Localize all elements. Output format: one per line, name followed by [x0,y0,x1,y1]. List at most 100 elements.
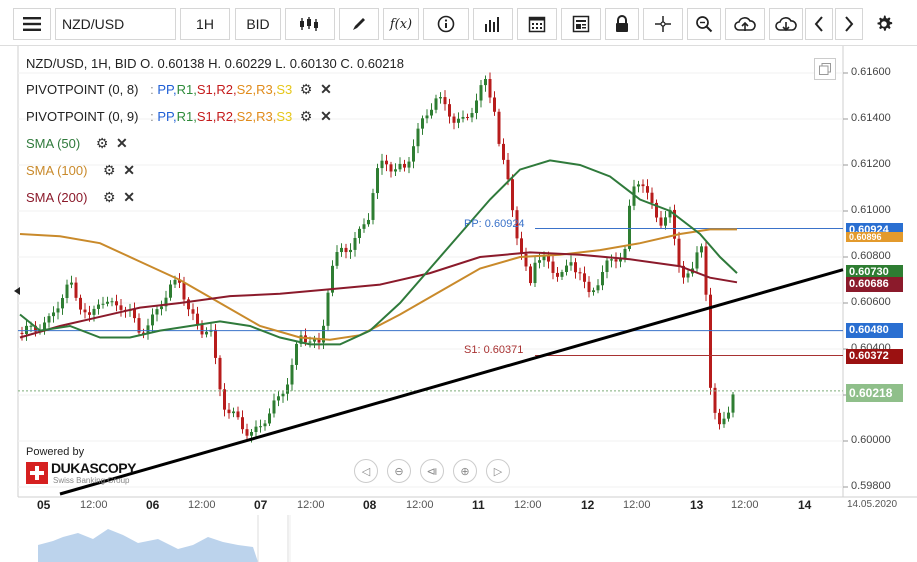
candle-body [727,412,730,419]
sma50-settings-gear-icon[interactable]: ⚙ [95,135,109,151]
upload-cloud-icon[interactable] [725,8,765,40]
candle-body [25,325,28,334]
chart-type-icon[interactable] [285,8,335,40]
candle-body [610,259,613,261]
lock-icon[interactable] [605,8,639,40]
calendar-icon[interactable] [517,8,557,40]
price-side-selector[interactable]: BID [235,8,281,40]
nav-left-icon[interactable]: ◁ [354,459,378,483]
sma200-close-icon[interactable]: ✕ [123,189,135,205]
candle-body [394,169,397,172]
powered-by-label: Powered by [26,446,85,458]
y-axis-tick-label: 0.61600 [851,66,891,78]
sma100-settings-gear-icon[interactable]: ⚙ [103,162,116,178]
nav-right-icon[interactable]: ▷ [486,459,510,483]
x-axis-hour-label: 12:00 [80,499,108,511]
pivot1-name: PIVOTPOINT (0, 8) [26,82,139,97]
candle-body [493,97,496,112]
candle-body [425,115,429,119]
timeframe-selector[interactable]: 1H [180,8,230,40]
candle-body [254,426,258,433]
scroll-left-chevron-icon[interactable] [805,8,833,40]
candle-body [137,318,141,333]
candle-body [430,109,433,116]
navigator-minichart[interactable] [18,515,843,562]
candle-body [83,309,87,313]
candle-body [241,417,244,430]
chart-area[interactable]: NZD/USD, 1H, BID O. 0.60138 H. 0.60229 L… [0,46,917,562]
symbol-selector[interactable]: NZD/USD [55,8,176,40]
candle-body [704,246,708,295]
candle-body [326,292,330,326]
candle-body [196,313,199,325]
candle-body [385,160,388,165]
zoom-in-icon[interactable]: ⊕ [453,459,477,483]
x-axis-day-label: 13 [690,498,704,512]
candle-body [533,262,537,284]
scroll-right-chevron-icon[interactable] [835,8,863,40]
pivot2-name: PIVOTPOINT (0, 9) [26,109,139,124]
settings-gear-icon[interactable] [869,8,899,40]
candle-body [74,282,78,298]
x-axis-day-label: 14 [798,498,812,512]
zoom-search-icon[interactable] [687,8,721,40]
candle-body [439,97,442,99]
popout-window-icon[interactable] [814,58,836,80]
candle-body [376,168,379,194]
candle-body [403,163,406,168]
pivot-legend-1: PIVOTPOINT (0, 8) : PP, R1, S1, R2, S2, … [26,81,332,97]
candle-body [295,343,298,365]
candle-body [596,285,600,291]
pivot1-settings-gear-icon[interactable]: ⚙ [299,81,313,97]
candle-body [614,259,618,262]
pivot-level-label: S1, [196,109,217,124]
pivot2-close-icon[interactable]: ✕ [320,108,332,124]
x-axis-day-label: 06 [146,498,160,512]
candle-body [29,325,33,327]
candle-body [583,273,586,282]
fit-range-icon[interactable]: ⧏ [420,459,444,483]
candle-body [223,389,226,410]
pivot1-close-icon[interactable]: ✕ [320,81,332,97]
candle-body [475,100,478,114]
download-cloud-icon[interactable] [769,8,803,40]
price-chart[interactable] [0,46,917,562]
sma100-price-tag: 0.60896 [846,232,903,242]
symbol-label: NZD/USD [62,16,125,32]
candle-body [187,299,190,310]
candle-body [601,272,604,286]
volume-bars-icon[interactable] [473,8,513,40]
sma100-close-icon[interactable]: ✕ [123,162,135,178]
candle-body [457,118,460,123]
zoom-out-icon[interactable]: ⊖ [387,459,411,483]
candle-body [412,146,415,162]
report-icon[interactable] [561,8,601,40]
menu-icon[interactable] [13,8,51,40]
candle-body [155,309,159,315]
sma200-price-tag: 0.60686 [846,277,903,292]
candle-body [358,228,361,238]
indicators-fx-icon[interactable]: f(x) [383,8,419,40]
sma50-close-icon[interactable]: ✕ [116,135,128,151]
last-price-tag: 0.60218 [846,384,903,402]
candle-body [421,118,424,129]
candle-body [650,192,654,203]
candle-body [308,341,312,343]
info-icon[interactable] [423,8,469,40]
candle-body [142,332,145,335]
candle-body [371,193,375,220]
candle-body [182,282,186,300]
sma200-settings-gear-icon[interactable]: ⚙ [103,189,116,205]
crosshair-icon[interactable] [643,8,683,40]
candle-body [569,262,573,266]
candle-body [686,273,690,278]
pivot-level-label: R2, [216,82,237,97]
pivot2-settings-gear-icon[interactable]: ⚙ [299,108,313,124]
candle-body [529,266,532,284]
draw-pencil-icon[interactable] [339,8,379,40]
candle-body [443,97,447,105]
candle-body [101,303,105,305]
candle-body [578,272,582,274]
candle-body [637,184,640,187]
candle-body [560,272,564,277]
